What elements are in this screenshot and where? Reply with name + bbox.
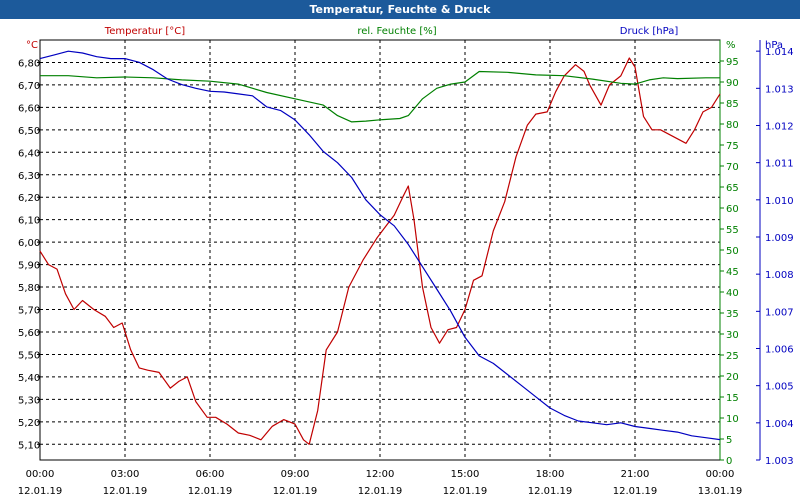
pressure-unit-label: hPa	[765, 40, 783, 51]
humidity-tick-label: 90	[726, 78, 739, 89]
humidity-tick-label: 0	[726, 456, 732, 467]
pressure-tick-label: 1.003	[765, 456, 794, 467]
temperature-tick-label: 5,50	[18, 350, 40, 361]
x-tick-date: 12.01.19	[188, 486, 233, 497]
temperature-tick-label: 5,40	[18, 373, 40, 384]
humidity-tick-label: 50	[726, 246, 739, 257]
pressure-tick-label: 1.010	[765, 196, 794, 207]
humidity-tick-label: 30	[726, 330, 739, 341]
x-tick-time: 06:00	[196, 469, 225, 480]
pressure-tick-label: 1.014	[765, 47, 794, 58]
series-lines	[39, 50, 721, 445]
humidity-tick-label: 10	[726, 414, 739, 425]
x-tick-date: 12.01.19	[358, 486, 403, 497]
humidity-tick-label: 5	[726, 435, 732, 446]
x-tick-date: 12.01.19	[443, 486, 488, 497]
temperature-tick-label: 5,10	[18, 440, 40, 451]
pressure-tick-label: 1.012	[765, 121, 794, 132]
humidity-axis-title: rel. Feuchte [%]	[357, 26, 436, 37]
temperature-tick-label: 5,30	[18, 395, 40, 406]
pressure-tick-label: 1.005	[765, 382, 794, 393]
humidity-tick-label: 85	[726, 99, 739, 110]
axis-labels: 00:00 12.01.19 03:00 12.01.19 06:00 12.01.19 0…	[18, 26, 794, 497]
humidity-tick-label: 20	[726, 372, 739, 383]
temperature-tick-label: 6,80	[18, 58, 40, 69]
x-tick-date: 12.01.19	[273, 486, 318, 497]
pressure-tick-label: 1.011	[765, 159, 794, 170]
humidity-tick-label: 15	[726, 393, 739, 404]
x-tick-time: 15:00	[451, 469, 480, 480]
grid	[40, 40, 720, 460]
temperature-tick-label: 6,20	[18, 193, 40, 204]
temperature-tick-label: 6,00	[18, 238, 40, 249]
temperature-tick-label: 5,90	[18, 261, 40, 272]
axes	[37, 39, 761, 461]
humidity-tick-label: 80	[726, 120, 739, 131]
pressure-tick-label: 1.004	[765, 419, 794, 430]
pressure-tick-label: 1.013	[765, 84, 794, 95]
x-tick-date: 12.01.19	[18, 486, 63, 497]
temperature-tick-label: 5,70	[18, 306, 40, 317]
humidity-tick-label: 40	[726, 288, 739, 299]
temperature-tick-label: 5,20	[18, 418, 40, 429]
x-tick-time: 21:00	[621, 469, 650, 480]
humidity-tick-label: 95	[726, 57, 739, 68]
x-tick-date: 12.01.19	[613, 486, 658, 497]
temperature-tick-label: 6,30	[18, 171, 40, 182]
humidity-tick-label: 70	[726, 162, 739, 173]
temperature-tick-label: 5,60	[18, 328, 40, 339]
x-tick-date: 13.01.19	[698, 486, 743, 497]
humidity-tick-label: 45	[726, 267, 739, 278]
pressure-axis-title: Druck [hPa]	[620, 26, 679, 37]
pressure-tick-label: 1.009	[765, 233, 794, 244]
pressure-tick-label: 1.007	[765, 307, 794, 318]
humidity-tick-label: 75	[726, 141, 739, 152]
x-tick-date: 12.01.19	[528, 486, 573, 497]
pressure-tick-label: 1.006	[765, 344, 794, 355]
x-tick-time: 18:00	[536, 469, 565, 480]
humidity-tick-label: 25	[726, 351, 739, 362]
temperature-tick-label: 6,60	[18, 103, 40, 114]
temperature-series-line	[39, 57, 721, 445]
pressure-tick-label: 1.008	[765, 270, 794, 281]
temperature-tick-label: 6,10	[18, 216, 40, 227]
window-title: Temperatur, Feuchte & Druck	[0, 0, 800, 19]
temperature-tick-label: 5,80	[18, 283, 40, 294]
x-tick-time: 00:00	[26, 469, 55, 480]
x-tick-time: 03:00	[111, 469, 140, 480]
pressure-series-line	[39, 50, 721, 441]
x-tick-time: 12:00	[366, 469, 395, 480]
temperature-tick-label: 6,50	[18, 126, 40, 137]
humidity-tick-label: 65	[726, 183, 739, 194]
temperature-unit-label: °C	[26, 40, 38, 51]
x-tick-date: 12.01.19	[103, 486, 148, 497]
humidity-tick-label: 60	[726, 204, 739, 215]
temperature-axis-title: Temperatur [°C]	[104, 26, 185, 37]
humidity-tick-label: 35	[726, 309, 739, 320]
x-tick-time: 00:00	[706, 469, 735, 480]
x-tick-time: 09:00	[281, 469, 310, 480]
humidity-series-line	[40, 70, 720, 123]
temperature-tick-label: 6,70	[18, 81, 40, 92]
temperature-tick-label: 6,40	[18, 148, 40, 159]
humidity-unit-label: %	[726, 40, 736, 51]
humidity-tick-label: 55	[726, 225, 739, 236]
